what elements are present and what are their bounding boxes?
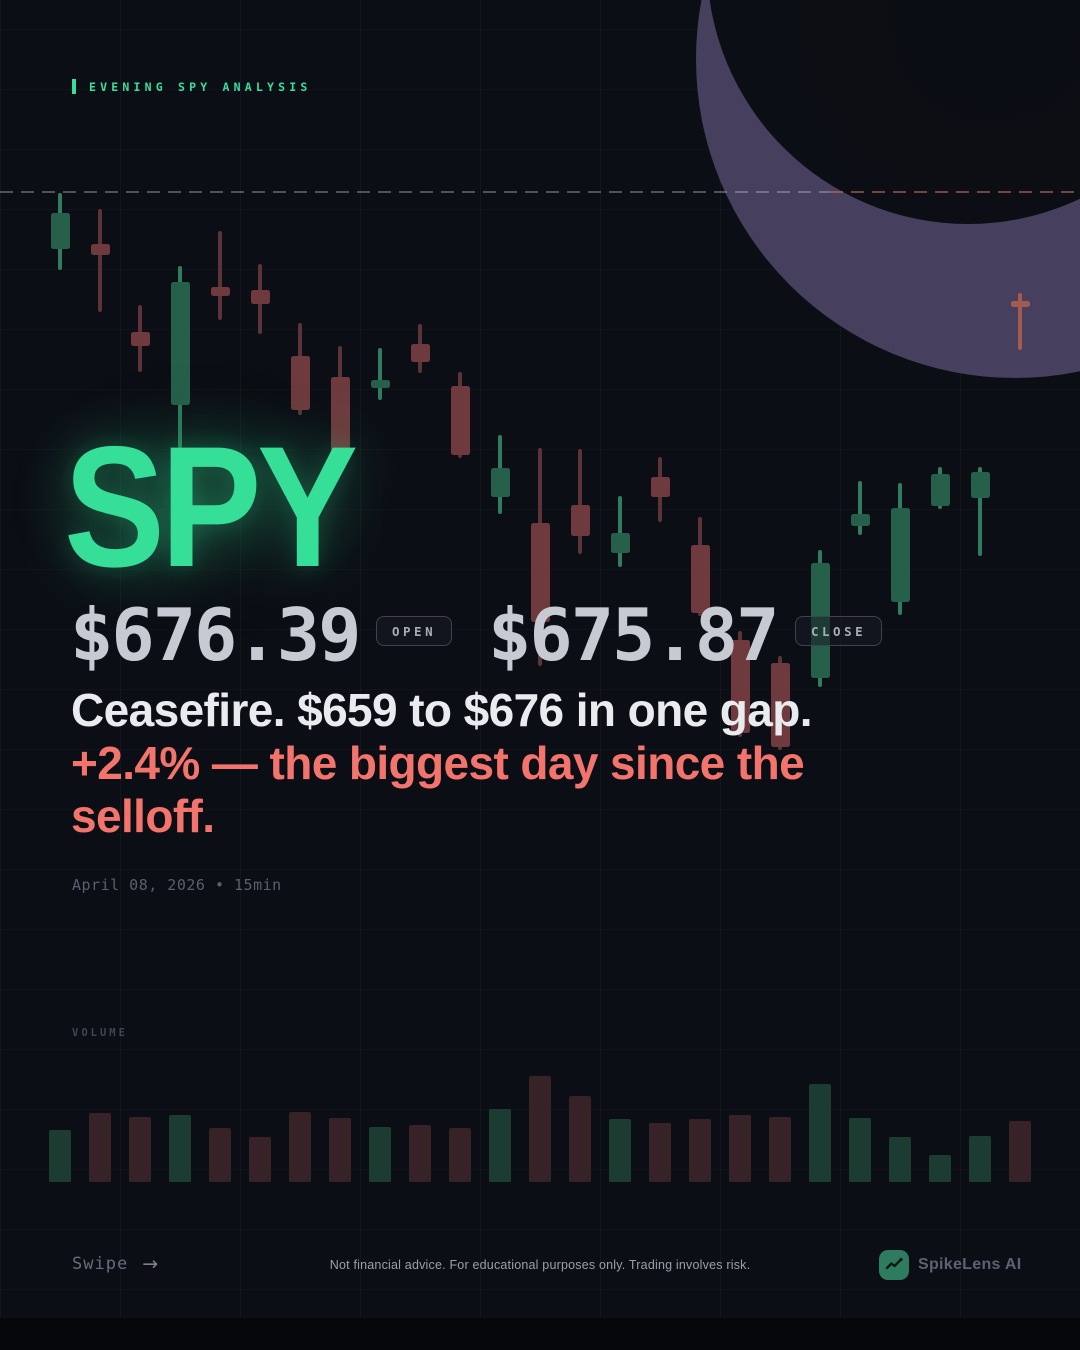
brand-lockup: SpikeLens AI (879, 1250, 1021, 1280)
trend-line-logo-icon (879, 1250, 909, 1280)
candle-body (650, 477, 670, 497)
volume-bar (49, 1130, 71, 1182)
volume-bar (129, 1117, 151, 1182)
accent-bar-icon (72, 79, 76, 94)
headline-accent-line: +2.4% — the biggest day since the sellof… (71, 737, 805, 842)
candle-body (210, 287, 230, 296)
candle-body (610, 533, 630, 553)
headline: Ceasefire. $659 to $676 in one gap. +2.4… (71, 684, 926, 843)
volume-bar (329, 1118, 351, 1182)
candle-body (410, 344, 430, 362)
candle-body (570, 505, 590, 536)
candle-body (530, 523, 550, 622)
ticker-glow (28, 382, 364, 622)
volume-bar (969, 1136, 991, 1182)
ticker-symbol: SPY (64, 411, 358, 603)
candle-body (490, 468, 510, 497)
eyebrow-label: EVENING SPY ANALYSIS (89, 79, 312, 94)
candle-body (370, 380, 390, 388)
candle-body (90, 244, 110, 255)
eyebrow: EVENING SPY ANALYSIS (72, 79, 311, 94)
open-badge: OPEN (376, 616, 453, 646)
candle-body (50, 213, 70, 249)
open-price-value: $676.39 (70, 593, 361, 677)
volume-bar (529, 1076, 551, 1182)
headline-white-line: Ceasefire. $659 to $676 in one gap. (71, 684, 813, 736)
candle-wick (578, 449, 582, 554)
swipe-cta[interactable]: Swipe → (72, 1253, 159, 1275)
candle-wick (978, 467, 982, 556)
volume-label: VOLUME (72, 1027, 128, 1039)
candle-body (730, 640, 750, 733)
close-badge: CLOSE (795, 616, 883, 646)
candle-body (1010, 301, 1030, 307)
candle-body (970, 472, 990, 498)
volume-bar (449, 1128, 471, 1182)
volume-bar (809, 1084, 831, 1182)
candle-body (330, 377, 350, 452)
candle-body (130, 332, 150, 346)
candle-body (850, 514, 870, 526)
candle-body (170, 282, 190, 405)
volume-bar (649, 1123, 671, 1182)
volume-bar (89, 1113, 111, 1182)
candle-wick (858, 481, 862, 535)
bottom-strip (0, 1318, 1080, 1350)
volume-bar (409, 1125, 431, 1182)
volume-bar (929, 1155, 951, 1182)
disclaimer-text: Not financial advice. For educational pu… (329, 1258, 751, 1272)
volume-bar (249, 1137, 271, 1182)
volume-bar (489, 1109, 511, 1182)
volume-bar (1009, 1121, 1031, 1182)
candle-body (890, 508, 910, 602)
volume-bar (569, 1096, 591, 1182)
volume-bar (609, 1119, 631, 1182)
candle-body (450, 386, 470, 455)
candle-wick (1018, 293, 1022, 350)
candle-body (290, 356, 310, 410)
volume-bar (209, 1128, 231, 1182)
volume-bar (889, 1137, 911, 1182)
date-meta: April 08, 2026 • 15min (72, 876, 282, 894)
volume-bar (689, 1119, 711, 1182)
candle-body (930, 474, 950, 506)
volume-bar (729, 1115, 751, 1182)
brand-name: SpikeLens AI (918, 1256, 1022, 1273)
volume-bar (849, 1118, 871, 1182)
candle-wick (618, 496, 622, 567)
arrow-right-icon: → (142, 1253, 160, 1275)
gap-level-dashed-line-over-moon (830, 191, 1080, 193)
volume-bar (369, 1127, 391, 1182)
close-price-value: $675.87 (488, 593, 779, 677)
volume-bar (769, 1117, 791, 1182)
candle-body (770, 663, 790, 747)
candle-wick (98, 209, 102, 312)
volume-bar (289, 1112, 311, 1182)
candle-wick (218, 231, 222, 320)
swipe-label: Swipe (72, 1254, 129, 1274)
candle-wick (378, 348, 382, 400)
candle-body (690, 545, 710, 613)
volume-bar (169, 1115, 191, 1182)
candle-body (250, 290, 270, 304)
gap-level-dashed-line (0, 191, 830, 193)
